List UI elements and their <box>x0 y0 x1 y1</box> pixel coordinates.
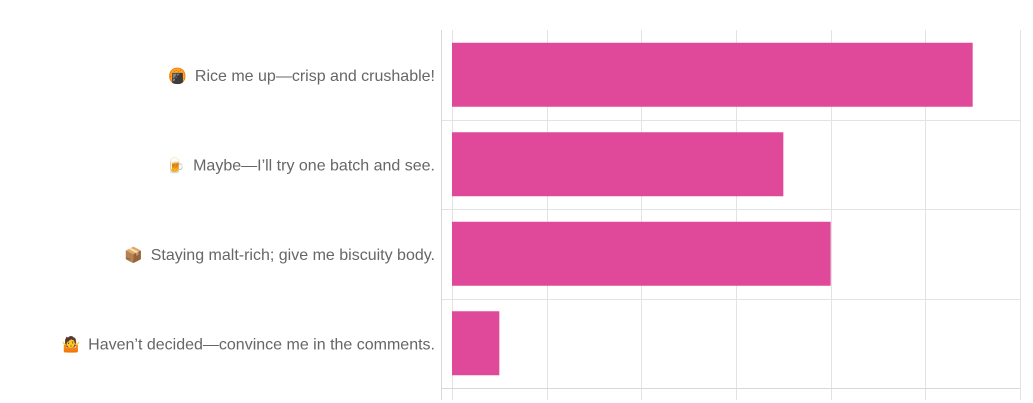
category-label: Maybe—I’ll try one batch and see. <box>193 157 435 174</box>
category-label: Staying malt-rich; give me biscuity body… <box>151 247 435 264</box>
bar <box>452 42 973 107</box>
shrug-icon: 🤷 <box>61 334 80 353</box>
bar <box>452 221 831 286</box>
bar <box>452 132 784 197</box>
rice-cracker-icon: 🍘 <box>168 67 187 85</box>
beer-mug-icon: 🍺 <box>166 155 185 174</box>
category-label: Rice me up—crisp and crushable! <box>195 68 435 85</box>
category-label: Haven’t decided—convince me in the comme… <box>88 336 435 353</box>
bar <box>452 311 500 376</box>
package-icon: 📦 <box>124 246 143 264</box>
